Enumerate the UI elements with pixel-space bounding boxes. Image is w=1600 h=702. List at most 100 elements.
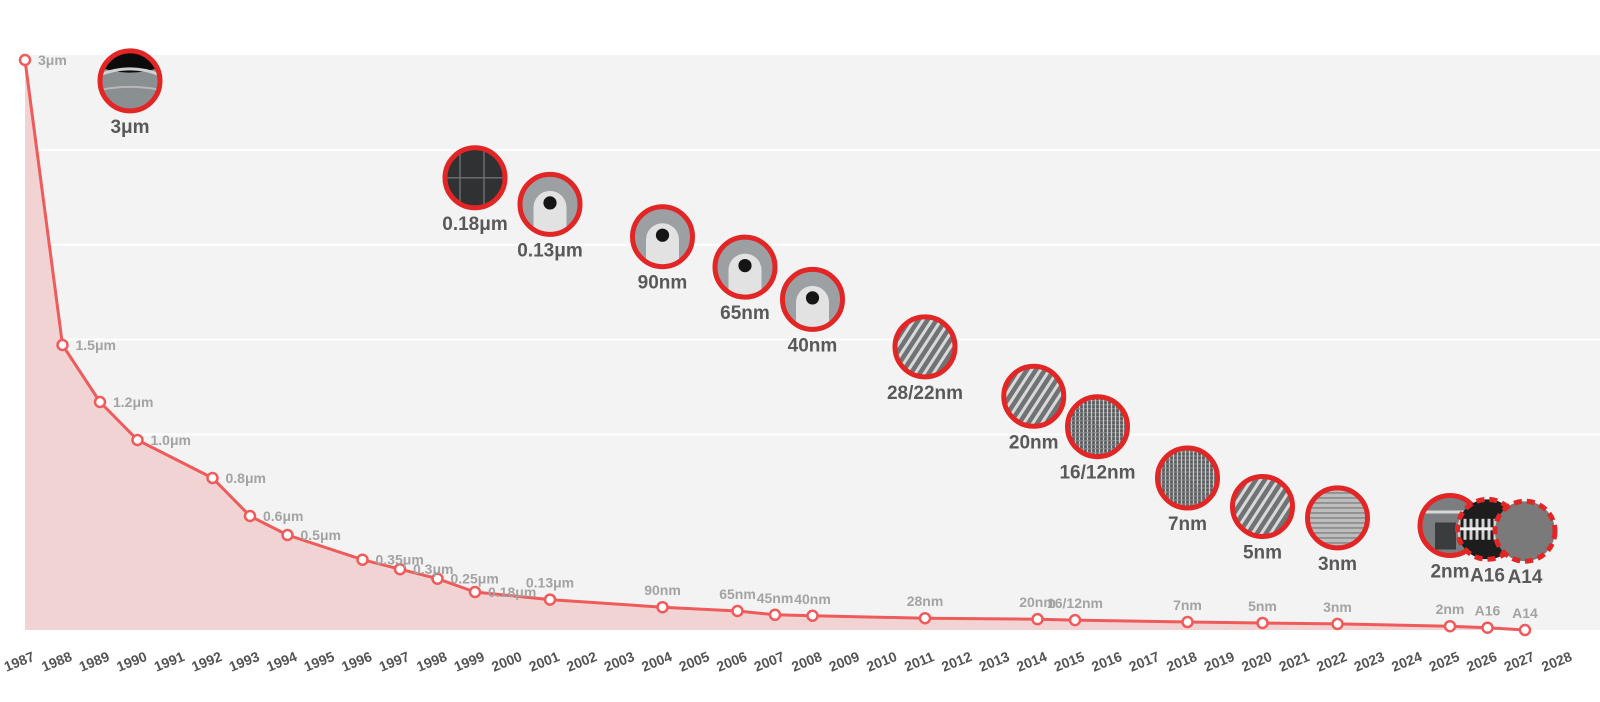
x-tick-label: 1990 bbox=[114, 648, 149, 675]
node-badge: 28/22nm bbox=[887, 314, 963, 404]
data-label: 0.18μm bbox=[488, 584, 536, 600]
node-ring bbox=[1065, 394, 1130, 460]
data-point bbox=[806, 609, 819, 622]
x-tick-label: 2027 bbox=[1502, 648, 1537, 675]
node-label: 2nm bbox=[1430, 562, 1469, 583]
node-badge: 7nm bbox=[1155, 445, 1220, 535]
data-label: 5nm bbox=[1248, 598, 1277, 614]
node-label: A16 bbox=[1470, 565, 1505, 586]
x-tick-label: 1993 bbox=[227, 648, 262, 675]
data-label: 0.35μm bbox=[376, 552, 424, 568]
node-ring bbox=[892, 314, 958, 380]
x-tick-label: 2012 bbox=[939, 648, 974, 675]
x-tick-label: 1998 bbox=[414, 648, 449, 675]
node-label: 28/22nm bbox=[887, 383, 963, 404]
data-label: 3nm bbox=[1323, 599, 1352, 615]
node-badge: 5nm bbox=[1230, 474, 1295, 564]
node-badge: 40nm bbox=[780, 266, 845, 356]
data-point bbox=[1331, 617, 1344, 631]
data-point bbox=[393, 562, 407, 576]
x-tick-label: 1994 bbox=[264, 648, 299, 675]
node-label: 65nm bbox=[720, 303, 770, 324]
data-label: 40nm bbox=[794, 591, 831, 607]
data-label: 2nm bbox=[1436, 601, 1465, 617]
data-label: A14 bbox=[1512, 605, 1538, 621]
node-label: 90nm bbox=[638, 273, 688, 294]
x-tick-label: 2015 bbox=[1052, 648, 1087, 675]
x-tick-label: 1999 bbox=[452, 648, 487, 675]
node-ring bbox=[1230, 474, 1295, 539]
data-label: 7nm bbox=[1173, 597, 1202, 613]
node-label: 7nm bbox=[1168, 514, 1207, 535]
data-point bbox=[1181, 615, 1194, 629]
data-point bbox=[56, 338, 69, 352]
x-tick-label: 1995 bbox=[302, 648, 337, 675]
node-ring bbox=[97, 48, 163, 114]
x-tick-label: 2014 bbox=[1014, 648, 1049, 675]
x-tick-label: 2020 bbox=[1239, 648, 1274, 675]
x-tick-label: 1987 bbox=[2, 648, 37, 675]
node-ring bbox=[442, 145, 508, 211]
x-tick-label: 2001 bbox=[527, 648, 562, 675]
x-tick-label: 2004 bbox=[639, 648, 674, 675]
x-tick-label: 2021 bbox=[1277, 648, 1312, 675]
data-label: A16 bbox=[1475, 603, 1501, 619]
data-label: 1.2μm bbox=[113, 394, 153, 410]
x-tick-label: 2002 bbox=[564, 648, 599, 675]
data-label: 28nm bbox=[907, 593, 944, 609]
node-ring-dashed bbox=[1492, 498, 1558, 564]
series-area bbox=[25, 60, 1525, 630]
x-tick-label: 2007 bbox=[752, 648, 787, 675]
x-tick-label: 2018 bbox=[1164, 648, 1199, 675]
data-point bbox=[543, 593, 557, 606]
data-point bbox=[356, 553, 369, 566]
node-label: 0.13μm bbox=[517, 240, 583, 261]
data-label: 0.6μm bbox=[263, 508, 303, 524]
node-ring bbox=[1155, 445, 1220, 511]
data-label: 0.25μm bbox=[451, 571, 499, 587]
data-label: 0.5μm bbox=[301, 527, 341, 543]
x-tick-label: 2010 bbox=[864, 648, 899, 675]
data-point bbox=[1256, 616, 1269, 630]
x-tick-label: 2026 bbox=[1464, 648, 1499, 675]
node-badge: 90nm bbox=[630, 204, 695, 294]
data-point bbox=[281, 528, 294, 542]
data-point bbox=[431, 572, 444, 585]
x-tick-label: 1996 bbox=[339, 648, 374, 675]
x-tick-label: 1992 bbox=[189, 648, 224, 675]
data-point bbox=[731, 604, 744, 618]
data-label: 0.8μm bbox=[226, 470, 266, 486]
node-badge: 0.18μm bbox=[442, 145, 508, 235]
data-point bbox=[206, 471, 219, 485]
node-badge: 20nm bbox=[1001, 363, 1067, 453]
data-label: 3μm bbox=[38, 52, 67, 68]
node-label: A14 bbox=[1508, 567, 1543, 588]
data-point bbox=[1068, 613, 1082, 627]
node-badge: 3nm bbox=[1305, 485, 1370, 575]
node-ring bbox=[780, 266, 845, 332]
data-label: 20nm bbox=[1019, 594, 1056, 610]
node-label: 40nm bbox=[788, 335, 838, 356]
node-label: 3μm bbox=[110, 117, 149, 138]
node-badge: 3μm bbox=[97, 48, 163, 138]
node-badge: 16/12nm bbox=[1059, 394, 1136, 484]
data-point bbox=[1518, 623, 1532, 637]
node-ring bbox=[1001, 363, 1067, 429]
node-ring bbox=[712, 234, 778, 300]
node-label: 0.18μm bbox=[442, 214, 508, 235]
data-label: 16/12nm bbox=[1047, 595, 1103, 611]
data-label: 0.13μm bbox=[526, 575, 574, 591]
node-badge: A14 bbox=[1492, 498, 1558, 588]
data-point bbox=[1481, 621, 1494, 634]
x-tick-label: 1988 bbox=[39, 648, 74, 675]
data-point bbox=[1031, 612, 1044, 626]
x-tick-label: 1989 bbox=[77, 648, 112, 675]
data-point bbox=[1443, 619, 1457, 633]
data-point bbox=[918, 611, 932, 625]
x-tick-label: 2019 bbox=[1202, 648, 1237, 675]
x-tick-label: 2022 bbox=[1314, 648, 1349, 675]
x-tick-label: 2000 bbox=[489, 648, 524, 675]
data-point bbox=[243, 509, 257, 523]
node-label: 3nm bbox=[1318, 554, 1357, 575]
